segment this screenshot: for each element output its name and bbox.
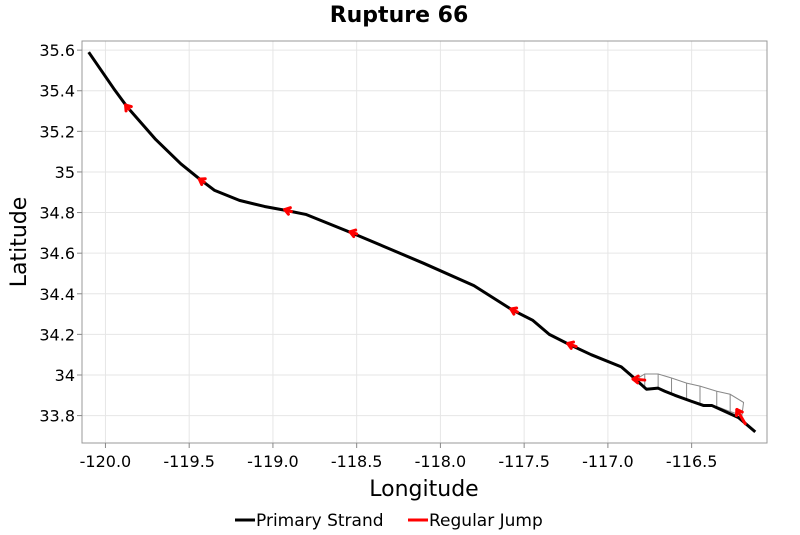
x-axis-ticks: -120.0 -119.5 -119.0 -118.5 -118.0 -117.5 -117…: [80, 443, 718, 471]
x-tick-label: -119.0: [247, 452, 299, 471]
x-tick-label: -118.5: [331, 452, 383, 471]
x-tick-label: -120.0: [80, 452, 132, 471]
legend-label-regular-jump: Regular Jump: [429, 511, 543, 531]
jump-arrow: [631, 374, 647, 385]
plot-frame: [81, 40, 768, 444]
y-tick-label: 35.2: [39, 122, 75, 141]
jump-arrow: [509, 306, 519, 316]
y-tick-label: 35.4: [39, 82, 75, 101]
jump-arrow: [566, 340, 578, 350]
y-tick-label: 33.8: [39, 407, 75, 426]
y-tick-label: 34.2: [39, 325, 75, 344]
y-tick-label: 34: [55, 366, 75, 385]
y-tick-label: 35.6: [39, 41, 75, 60]
x-axis-label: Longitude: [369, 477, 478, 502]
y-tick-label: 34.6: [39, 244, 75, 263]
fault-surface-outline: [635, 373, 745, 417]
x-tick-label: -116.5: [666, 452, 718, 471]
jump-arrow: [124, 103, 133, 113]
x-tick-label: -118.0: [415, 452, 467, 471]
grid: [82, 41, 767, 443]
x-tick-label: -117.0: [582, 452, 634, 471]
y-tick-label: 34.8: [39, 204, 75, 223]
y-axis-label: Latitude: [7, 197, 32, 288]
jump-arrow: [197, 177, 207, 187]
jump-arrow: [348, 228, 359, 239]
y-tick-label: 35: [55, 163, 75, 182]
x-tick-label: -119.5: [163, 452, 215, 471]
chart-title: Rupture 66: [330, 3, 469, 28]
fault-surface-group: [635, 373, 745, 417]
y-axis-ticks: 33.8 34 34.2 34.4 34.6 34.8 35 35.2 35.4 35.6: [39, 41, 82, 426]
x-tick-label: -117.5: [498, 452, 550, 471]
legend: Primary Strand Regular Jump: [235, 511, 543, 531]
y-tick-label: 34.4: [39, 285, 75, 304]
jump-arrows: [124, 103, 747, 426]
jump-arrow: [734, 408, 747, 426]
legend-label-primary-strand: Primary Strand: [256, 511, 384, 531]
jump-arrow: [283, 206, 293, 216]
